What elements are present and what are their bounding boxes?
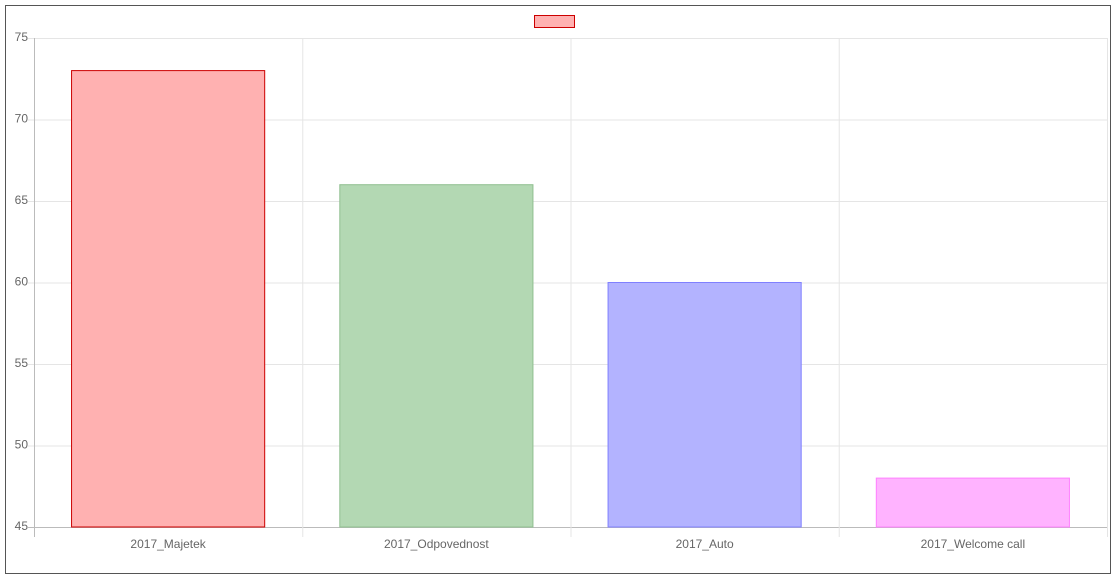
y-tick-label: 45: [15, 519, 29, 533]
bar: [339, 184, 534, 528]
y-tick-label: 50: [15, 438, 29, 452]
x-tick-label: 2017_Welcome call: [921, 537, 1026, 551]
bar: [71, 70, 266, 528]
bar: [875, 477, 1070, 528]
x-tick-label: 2017_Auto: [676, 537, 734, 551]
x-tick-label: 2017_Majetek: [130, 537, 206, 551]
bar: [607, 282, 802, 528]
y-tick-label: 75: [15, 30, 29, 44]
y-tick-label: 65: [15, 193, 29, 207]
x-tick-label: 2017_Odpovednost: [384, 537, 489, 551]
y-tick-label: 55: [15, 356, 29, 370]
y-tick-label: 60: [15, 275, 29, 289]
y-tick-label: 70: [15, 112, 29, 126]
legend-swatch: [534, 15, 575, 28]
